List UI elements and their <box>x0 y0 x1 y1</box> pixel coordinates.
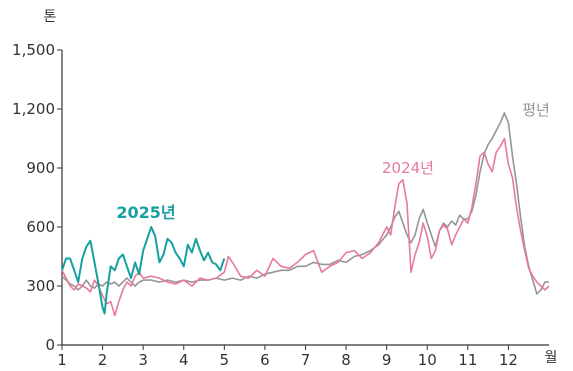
x-tick-label: 12 <box>499 351 518 369</box>
y-tick-label: 0 <box>45 336 55 354</box>
x-tick-label: 10 <box>418 351 437 369</box>
series-label-0: 평년 <box>522 101 550 119</box>
x-tick-label: 9 <box>382 351 392 369</box>
x-tick-label: 3 <box>138 351 148 369</box>
y-tick-label: 300 <box>26 277 55 295</box>
x-tick-label: 8 <box>341 351 351 369</box>
x-tick-label: 6 <box>260 351 270 369</box>
x-tick-label: 5 <box>220 351 230 369</box>
x-tick-label: 2 <box>98 351 108 369</box>
y-axis-unit: 톤 <box>44 9 57 25</box>
x-tick-label: 4 <box>179 351 189 369</box>
x-axis-unit: 월 <box>545 350 558 366</box>
y-tick-label: 1,500 <box>12 41 55 59</box>
series-line-2 <box>61 226 226 315</box>
series-label-2: 2025년 <box>116 203 175 222</box>
series-line-1 <box>61 137 550 317</box>
series-labels: 평년 2024년 2025년 <box>116 101 549 222</box>
y-tick-label: 600 <box>26 218 55 236</box>
series-layer <box>61 112 550 317</box>
y-tick-label: 900 <box>26 159 55 177</box>
x-tick-label: 11 <box>458 351 477 369</box>
y-tick-label: 1,200 <box>12 100 55 118</box>
x-tick-label: 1 <box>57 351 67 369</box>
series-line-0 <box>61 112 549 295</box>
series-label-1: 2024년 <box>382 159 434 177</box>
x-tick-label: 7 <box>301 351 311 369</box>
